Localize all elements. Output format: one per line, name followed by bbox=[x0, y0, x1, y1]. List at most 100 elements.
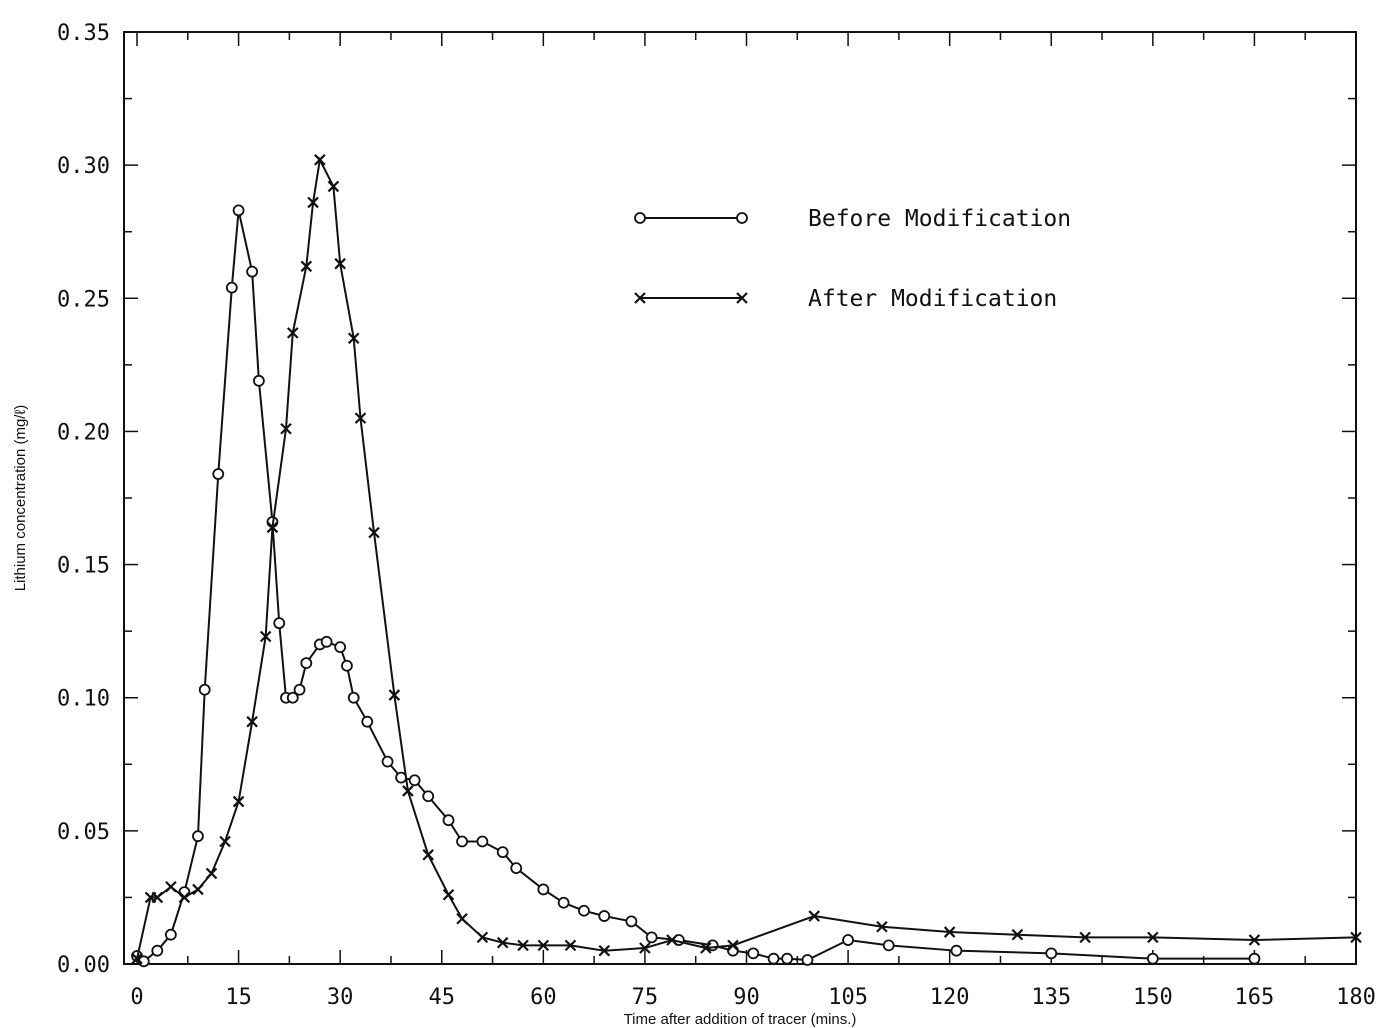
y-axis-label: Lithium concentration (mg/ℓ) bbox=[12, 405, 29, 592]
data-point bbox=[442, 888, 455, 901]
data-point bbox=[456, 912, 468, 925]
data-point bbox=[164, 928, 177, 941]
data-point bbox=[537, 939, 550, 952]
y-tick-labels: 0.00 0.05 0.10 0.15 0.20 0.25 0.30 0.35 bbox=[57, 21, 110, 978]
data-point bbox=[781, 952, 794, 965]
series-line bbox=[136, 156, 1357, 959]
data-point bbox=[1146, 952, 1159, 965]
legend-label-after: After Modification bbox=[808, 286, 1057, 312]
data-point bbox=[300, 260, 313, 273]
legend-marker-before-left bbox=[634, 212, 646, 224]
x-tick-label: 120 bbox=[930, 985, 970, 1010]
data-point bbox=[232, 795, 245, 808]
data-point bbox=[151, 891, 164, 904]
series-after bbox=[131, 154, 1362, 965]
data-point bbox=[198, 683, 211, 696]
data-point bbox=[286, 327, 299, 339]
series-layer bbox=[131, 154, 1362, 968]
legend-marker-after-left bbox=[634, 292, 646, 304]
data-point bbox=[368, 526, 380, 539]
plot-frame bbox=[123, 31, 1357, 965]
data-point bbox=[212, 468, 225, 480]
data-point bbox=[259, 630, 272, 643]
data-point bbox=[950, 944, 963, 957]
data-point bbox=[327, 180, 340, 193]
data-point bbox=[205, 867, 218, 880]
data-point bbox=[666, 934, 678, 946]
data-point bbox=[273, 617, 286, 630]
data-point bbox=[219, 835, 231, 848]
data-point bbox=[1045, 947, 1058, 960]
data-point bbox=[1079, 931, 1091, 944]
data-point bbox=[442, 814, 455, 827]
y-tick-label: 0.10 bbox=[57, 687, 110, 712]
data-point bbox=[801, 954, 814, 966]
data-point bbox=[842, 934, 854, 946]
data-point bbox=[280, 422, 292, 435]
data-point bbox=[286, 691, 299, 704]
legend-label-before: Before Modification bbox=[808, 206, 1071, 232]
y-tick-label: 0.20 bbox=[57, 420, 110, 445]
data-point bbox=[876, 920, 888, 933]
data-point bbox=[727, 944, 739, 957]
data-point bbox=[557, 896, 570, 909]
data-point bbox=[645, 931, 658, 944]
data-point bbox=[598, 944, 611, 957]
data-point bbox=[347, 332, 360, 345]
y-tick-label: 0.15 bbox=[57, 554, 110, 579]
data-point bbox=[192, 830, 204, 843]
data-point bbox=[1248, 934, 1261, 946]
data-point bbox=[341, 659, 353, 672]
data-point bbox=[252, 374, 265, 387]
x-tick-label: 105 bbox=[828, 985, 868, 1010]
data-point bbox=[314, 154, 326, 166]
x-axis-label: Time after addition of tracer (mins.) bbox=[624, 1011, 857, 1028]
y-tick-label: 0.05 bbox=[57, 820, 110, 845]
data-point bbox=[131, 952, 143, 965]
data-point bbox=[354, 412, 367, 424]
data-point bbox=[625, 915, 638, 928]
data-point bbox=[334, 641, 347, 654]
x-tick-label: 165 bbox=[1235, 985, 1275, 1010]
legend: Before Modification After Modification bbox=[634, 206, 1071, 312]
legend-marker-after-right bbox=[736, 292, 748, 304]
x-tick-labels: 0 15 30 45 60 75 90 105 120 135 150 165 180 bbox=[130, 985, 1376, 1010]
data-point bbox=[381, 755, 394, 768]
data-point bbox=[517, 939, 529, 952]
x-tick-label: 0 bbox=[130, 985, 143, 1010]
series-before bbox=[131, 204, 1261, 968]
x-tick-label: 90 bbox=[733, 985, 760, 1010]
data-point bbox=[178, 891, 191, 904]
data-point bbox=[496, 936, 509, 949]
data-point bbox=[700, 942, 712, 954]
data-point bbox=[598, 910, 611, 922]
x-tick-label: 15 bbox=[225, 985, 252, 1010]
x-tick-label: 180 bbox=[1336, 985, 1376, 1010]
data-point bbox=[578, 904, 590, 917]
x-tick-label: 45 bbox=[429, 985, 456, 1010]
data-point bbox=[293, 683, 306, 696]
data-point bbox=[1147, 931, 1159, 944]
data-point bbox=[727, 939, 739, 952]
series-line bbox=[136, 210, 1255, 963]
data-point bbox=[246, 715, 258, 728]
y-tick-label: 0.25 bbox=[57, 287, 110, 312]
data-point bbox=[232, 204, 245, 217]
data-point bbox=[476, 835, 489, 848]
data-point bbox=[388, 689, 401, 701]
data-point bbox=[246, 265, 259, 278]
data-point bbox=[882, 939, 895, 952]
data-point bbox=[1011, 928, 1024, 941]
data-point bbox=[402, 785, 414, 797]
data-point bbox=[943, 926, 956, 938]
data-point bbox=[537, 883, 550, 896]
data-point bbox=[165, 880, 177, 893]
data-point bbox=[320, 635, 333, 648]
data-point bbox=[456, 835, 468, 848]
data-point bbox=[361, 715, 374, 728]
data-point bbox=[334, 257, 346, 270]
y-tick-label: 0.00 bbox=[57, 953, 110, 978]
x-tick-label: 75 bbox=[632, 985, 659, 1010]
data-point bbox=[564, 939, 577, 952]
data-point bbox=[408, 774, 421, 787]
